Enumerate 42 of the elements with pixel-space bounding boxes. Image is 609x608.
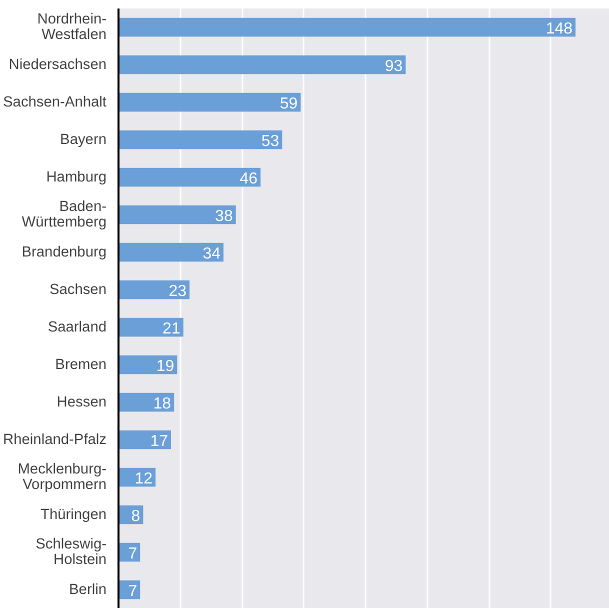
data-label: 148: [546, 20, 573, 38]
data-label: 8: [131, 508, 140, 525]
bar: [118, 205, 236, 224]
data-label: 7: [128, 582, 138, 600]
y-tick-label: Saarland: [48, 319, 107, 336]
data-label: 53: [261, 132, 280, 150]
y-tick-label: Bayern: [60, 132, 107, 148]
data-label: 7: [128, 545, 138, 562]
data-label: 38: [215, 208, 233, 225]
bar: [118, 55, 406, 74]
data-label: 17: [150, 432, 168, 450]
y-tick-label: Thüringen: [40, 506, 107, 523]
data-label: 34: [202, 245, 221, 262]
data-label: 18: [153, 395, 172, 412]
bar: [118, 430, 171, 450]
data-label: 93: [384, 58, 403, 75]
data-label: 23: [168, 282, 187, 300]
y-tick-label: Hamburg: [46, 169, 107, 186]
y-tick-label: Mecklenburg- Vorpommern: [18, 462, 107, 493]
bar: [118, 318, 184, 337]
data-label: 19: [156, 358, 174, 375]
y-tick-label: Hessen: [56, 394, 107, 410]
y-tick-label: Baden- Württemberg: [22, 199, 107, 230]
bar: [118, 242, 224, 262]
y-tick-label: Brandenburg: [22, 244, 107, 260]
bar: [118, 92, 301, 112]
y-tick-label: Rheinland-Pfalz: [3, 432, 106, 448]
y-tick-label: Sachsen: [49, 282, 107, 298]
data-label: 59: [280, 95, 298, 112]
bar: [118, 130, 282, 150]
data-label: 12: [134, 470, 153, 488]
y-tick-label: Schleswig- Holstein: [36, 536, 107, 568]
y-tick-label: Berlin: [69, 582, 107, 598]
data-label: 46: [240, 170, 258, 188]
y-tick-label: Bremen: [55, 356, 107, 373]
bar: [118, 18, 576, 37]
y-tick-label: Niedersachsen: [8, 56, 106, 73]
data-label: 21: [162, 320, 180, 338]
y-tick-label: Nordrhein- Westfalen: [37, 12, 107, 43]
bar: [118, 168, 261, 187]
bar: [118, 280, 190, 300]
y-tick-label: Sachsen-Anhalt: [3, 94, 107, 110]
